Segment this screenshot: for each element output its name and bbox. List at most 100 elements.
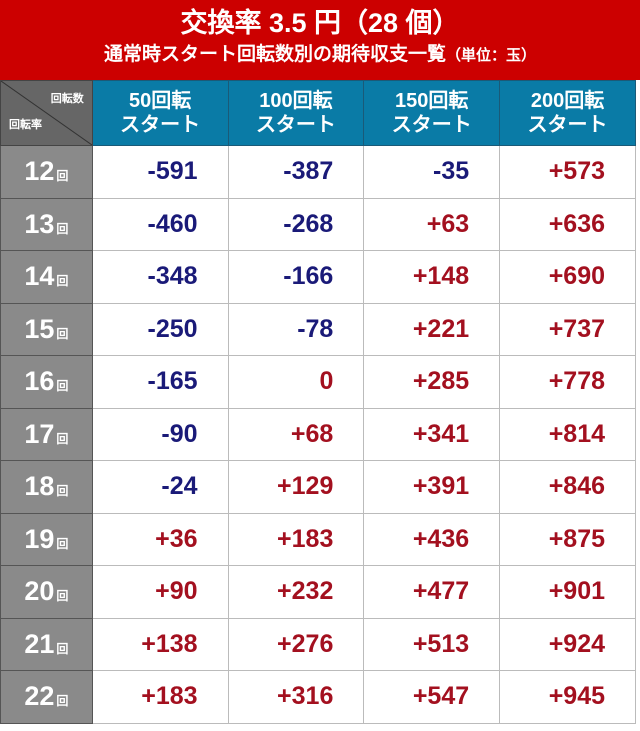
- table-row: 15 回 -250 -78 +221 +737: [0, 302, 636, 356]
- value-cell: +814: [499, 407, 636, 461]
- value-cell: +68: [227, 407, 365, 461]
- row-label: 20 回: [0, 565, 93, 619]
- column-header-line2: スタート: [255, 114, 336, 136]
- value-cell: -165: [91, 355, 229, 409]
- subtitle-text: 通常時スタート回転数別の期待収支一覧: [103, 44, 446, 65]
- row-label-value: 20: [24, 576, 55, 607]
- row-label: 17 回: [0, 407, 93, 461]
- row-label: 14 回: [0, 250, 93, 304]
- value-cell: +341: [363, 407, 501, 461]
- value-cell: +573: [499, 145, 636, 199]
- table-row: 20 回 +90 +232 +477 +901: [0, 565, 636, 619]
- value-cell: -348: [91, 250, 229, 304]
- row-label-unit: 回: [56, 274, 69, 289]
- row-label-unit: 回: [56, 641, 69, 656]
- value-cell: +924: [499, 617, 636, 671]
- column-header: 100回転 スタート: [227, 80, 365, 146]
- column-header: 200回転 スタート: [499, 80, 636, 146]
- row-label: 22 回: [0, 670, 93, 724]
- row-label: 12 回: [0, 145, 93, 199]
- row-label-unit: 回: [56, 536, 69, 551]
- value-cell: -24: [91, 460, 229, 514]
- table-row: 13 回 -460 -268 +63 +636: [0, 197, 636, 251]
- subtitle: 通常時スタート回転数別の期待収支一覧（単位：玉）: [0, 42, 640, 69]
- value-cell: +183: [227, 512, 365, 566]
- value-cell: +285: [363, 355, 501, 409]
- title-banner: 交換率 3.5 円（28 個） 通常時スタート回転数別の期待収支一覧（単位：玉）: [0, 0, 640, 80]
- row-label-unit: 回: [56, 169, 69, 184]
- row-label-unit: 回: [56, 589, 69, 604]
- value-cell: +391: [363, 460, 501, 514]
- table-row: 12 回 -591 -387 -35 +573: [0, 145, 636, 199]
- row-label-unit: 回: [56, 379, 69, 394]
- value-cell: -166: [227, 250, 365, 304]
- column-header: 50回転 スタート: [91, 80, 229, 146]
- table-row: 21 回 +138 +276 +513 +924: [0, 617, 636, 671]
- value-cell: +513: [363, 617, 501, 671]
- value-cell: +778: [499, 355, 636, 409]
- value-cell: -387: [227, 145, 365, 199]
- value-cell: +636: [499, 197, 636, 251]
- value-cell: +690: [499, 250, 636, 304]
- value-cell: +129: [227, 460, 365, 514]
- value-cell: -35: [363, 145, 501, 199]
- row-label-value: 21: [24, 628, 55, 659]
- value-cell: +221: [363, 302, 501, 356]
- column-header-line1: 100回転: [259, 90, 333, 112]
- row-label-unit: 回: [56, 221, 69, 236]
- row-label: 16 回: [0, 355, 93, 409]
- row-label-unit: 回: [56, 694, 69, 709]
- corner-cell: 回転数 回転率: [0, 80, 93, 146]
- row-label-value: 16: [24, 366, 55, 397]
- row-label: 18 回: [0, 460, 93, 514]
- corner-top-label: 回転数: [50, 93, 84, 105]
- title: 交換率 3.5 円（28 個）: [180, 8, 460, 38]
- corner-bottom-label: 回転率: [9, 119, 42, 131]
- row-label-unit: 回: [56, 484, 69, 499]
- expected-value-table: 回転数 回転率 50回転 スタート 100回転 スタート 150回転 スタート 200回転ス…: [0, 80, 636, 724]
- row-label-value: 15: [24, 313, 55, 344]
- value-cell: 0: [227, 355, 365, 409]
- value-cell: +90: [91, 565, 229, 619]
- value-cell: +436: [363, 512, 501, 566]
- row-label: 15 回: [0, 302, 93, 356]
- value-cell: +901: [499, 565, 636, 619]
- value-cell: +276: [227, 617, 365, 671]
- table-row: 18 回 -24 +129 +391 +846: [0, 460, 636, 514]
- row-label: 19 回: [0, 512, 93, 566]
- value-cell: -78: [227, 302, 365, 356]
- row-label-value: 19: [24, 523, 55, 554]
- value-cell: +547: [363, 670, 501, 724]
- value-cell: -460: [91, 197, 229, 251]
- value-cell: -90: [91, 407, 229, 461]
- diagonal-divider: [1, 81, 92, 145]
- value-cell: +148: [363, 250, 501, 304]
- table-row: 17 回 -90 +68 +341 +814: [0, 407, 636, 461]
- row-label: 13 回: [0, 197, 93, 251]
- row-label: 21 回: [0, 617, 93, 671]
- table-row: 16 回 -165 0 +285 +778: [0, 355, 636, 409]
- column-header: 150回転 スタート: [363, 80, 501, 146]
- column-header-line2: スタート: [391, 114, 472, 136]
- column-header-line1: 150回転: [395, 90, 469, 112]
- value-cell: +316: [227, 670, 365, 724]
- value-cell: -250: [91, 302, 229, 356]
- row-label-value: 14: [24, 261, 55, 292]
- value-cell: +846: [499, 460, 636, 514]
- value-cell: -591: [91, 145, 229, 199]
- row-label-unit: 回: [56, 326, 69, 341]
- row-label-value: 22: [24, 681, 55, 712]
- row-label-value: 17: [24, 418, 55, 449]
- value-cell: +477: [363, 565, 501, 619]
- column-header-line1: 200回転: [530, 90, 605, 112]
- row-label-value: 13: [24, 208, 55, 239]
- row-label-unit: 回: [56, 431, 69, 446]
- row-label-value: 12: [24, 156, 55, 187]
- value-cell: +36: [91, 512, 229, 566]
- value-cell: +232: [227, 565, 365, 619]
- value-cell: +945: [499, 670, 636, 724]
- value-cell: +63: [363, 197, 501, 251]
- row-label-value: 18: [24, 471, 55, 502]
- column-header-line2: スタート: [120, 114, 201, 136]
- unit-label: （単位：玉）: [446, 47, 537, 64]
